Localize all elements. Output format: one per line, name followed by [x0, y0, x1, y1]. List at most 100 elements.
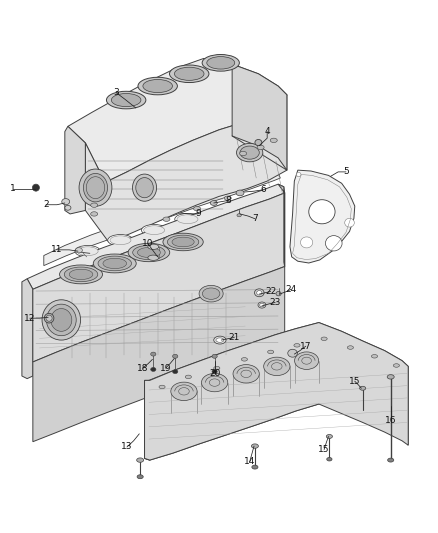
- Polygon shape: [68, 59, 287, 182]
- Ellipse shape: [106, 91, 146, 109]
- Ellipse shape: [79, 169, 112, 206]
- Ellipse shape: [257, 290, 262, 295]
- Ellipse shape: [91, 212, 98, 216]
- Ellipse shape: [387, 375, 394, 379]
- Ellipse shape: [75, 246, 100, 257]
- Ellipse shape: [173, 354, 178, 358]
- Ellipse shape: [163, 217, 170, 221]
- Ellipse shape: [110, 236, 131, 245]
- Polygon shape: [85, 95, 287, 242]
- Ellipse shape: [46, 315, 52, 321]
- Text: 20: 20: [209, 369, 220, 378]
- Polygon shape: [33, 266, 285, 442]
- Ellipse shape: [138, 247, 160, 257]
- Ellipse shape: [241, 358, 247, 361]
- Ellipse shape: [138, 77, 177, 95]
- Ellipse shape: [212, 354, 217, 358]
- Ellipse shape: [69, 269, 93, 280]
- Ellipse shape: [207, 56, 235, 69]
- Ellipse shape: [132, 174, 157, 201]
- Ellipse shape: [108, 235, 133, 246]
- Text: 4: 4: [265, 127, 270, 136]
- Ellipse shape: [93, 254, 136, 273]
- Ellipse shape: [252, 465, 258, 469]
- Ellipse shape: [159, 385, 165, 389]
- Ellipse shape: [360, 386, 366, 390]
- Ellipse shape: [268, 350, 274, 354]
- Ellipse shape: [257, 145, 264, 150]
- Ellipse shape: [137, 475, 143, 479]
- Ellipse shape: [91, 203, 98, 207]
- Text: 23: 23: [269, 298, 281, 307]
- Ellipse shape: [151, 367, 156, 372]
- Ellipse shape: [237, 214, 241, 217]
- Ellipse shape: [175, 214, 200, 225]
- Ellipse shape: [212, 370, 217, 374]
- Polygon shape: [145, 322, 408, 460]
- Text: 15: 15: [318, 445, 330, 454]
- Ellipse shape: [321, 337, 327, 341]
- Polygon shape: [406, 366, 408, 445]
- Ellipse shape: [255, 140, 262, 146]
- Ellipse shape: [254, 289, 264, 297]
- Ellipse shape: [111, 93, 141, 107]
- Polygon shape: [278, 184, 285, 266]
- Ellipse shape: [325, 236, 342, 251]
- Polygon shape: [22, 279, 33, 378]
- Ellipse shape: [44, 313, 54, 323]
- Text: 6: 6: [260, 185, 266, 195]
- Ellipse shape: [151, 352, 156, 356]
- Text: 13: 13: [121, 442, 133, 451]
- Polygon shape: [65, 126, 85, 214]
- Polygon shape: [27, 184, 285, 289]
- Ellipse shape: [148, 255, 159, 260]
- Ellipse shape: [51, 309, 72, 332]
- Text: 11: 11: [51, 245, 63, 254]
- Ellipse shape: [210, 200, 217, 205]
- Ellipse shape: [214, 336, 226, 344]
- Ellipse shape: [174, 67, 204, 80]
- Ellipse shape: [309, 200, 335, 224]
- Ellipse shape: [202, 54, 239, 71]
- Text: 21: 21: [229, 333, 240, 342]
- Text: 17: 17: [300, 342, 311, 351]
- Ellipse shape: [83, 173, 107, 202]
- Ellipse shape: [276, 292, 281, 296]
- Text: 24: 24: [286, 285, 297, 294]
- Ellipse shape: [214, 366, 220, 370]
- Ellipse shape: [388, 458, 394, 462]
- Text: 14: 14: [244, 457, 255, 466]
- Ellipse shape: [144, 226, 165, 235]
- Polygon shape: [33, 193, 285, 362]
- Ellipse shape: [163, 233, 203, 251]
- Ellipse shape: [103, 259, 127, 269]
- Polygon shape: [145, 322, 408, 460]
- Ellipse shape: [264, 357, 290, 376]
- Ellipse shape: [251, 444, 258, 448]
- Text: 1: 1: [10, 184, 16, 193]
- Ellipse shape: [98, 256, 131, 271]
- Text: 5: 5: [343, 167, 349, 176]
- Ellipse shape: [32, 184, 39, 191]
- Ellipse shape: [194, 206, 201, 211]
- Ellipse shape: [137, 458, 144, 462]
- Text: 15: 15: [349, 377, 360, 386]
- Ellipse shape: [172, 237, 194, 247]
- Ellipse shape: [300, 237, 313, 248]
- Polygon shape: [290, 170, 355, 263]
- Ellipse shape: [65, 205, 71, 210]
- Polygon shape: [148, 247, 159, 258]
- Ellipse shape: [46, 304, 76, 336]
- Text: 2: 2: [43, 200, 49, 209]
- Ellipse shape: [75, 248, 82, 253]
- Ellipse shape: [326, 434, 332, 439]
- Ellipse shape: [258, 302, 266, 308]
- Ellipse shape: [148, 244, 159, 249]
- Ellipse shape: [233, 365, 259, 383]
- Ellipse shape: [270, 138, 277, 142]
- Ellipse shape: [143, 79, 173, 93]
- Text: 8: 8: [226, 196, 232, 205]
- Ellipse shape: [141, 224, 167, 236]
- Ellipse shape: [64, 267, 98, 282]
- Ellipse shape: [297, 172, 301, 177]
